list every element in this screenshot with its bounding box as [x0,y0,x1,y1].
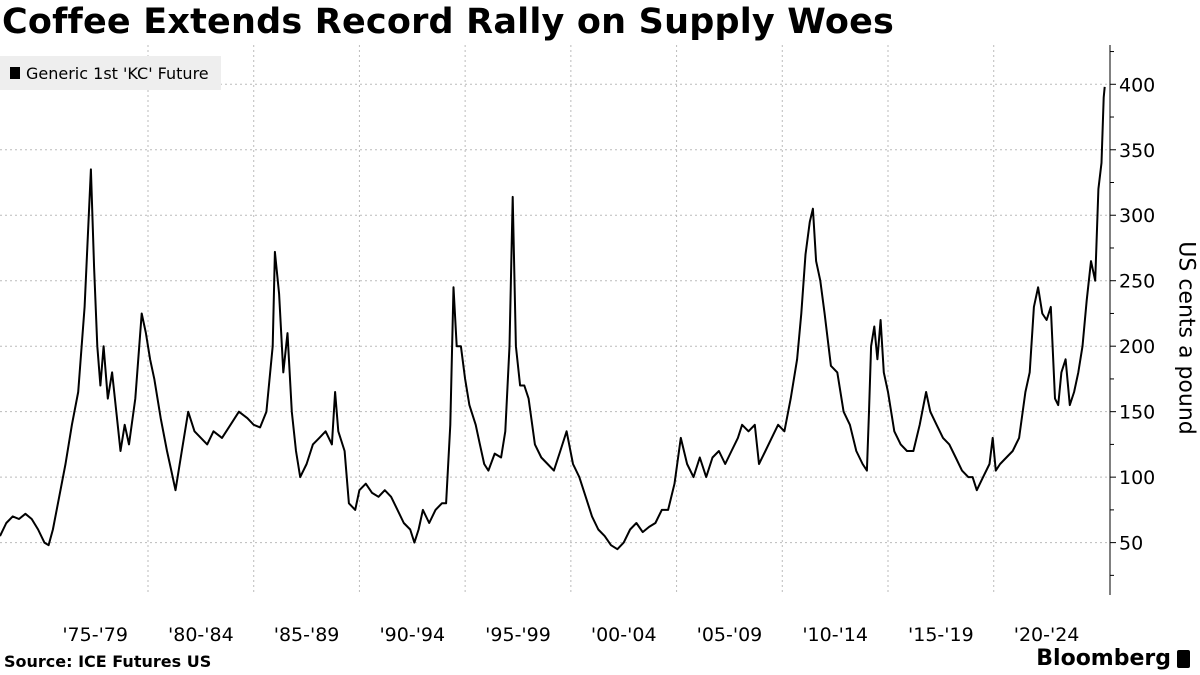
source-note: Source: ICE Futures US [4,652,212,671]
x-tick-label: '85-'89 [274,624,340,646]
x-tick-label: '95-'99 [485,624,551,646]
legend-label: Generic 1st 'KC' Future [26,63,209,83]
x-tick-label: '75-'79 [62,624,128,646]
legend-swatch [10,67,20,79]
grid-layer [0,45,1110,595]
y-tick-label: 250 [1119,271,1155,293]
y-tick-label: 50 [1119,533,1143,555]
y-tick-label: 200 [1119,336,1155,358]
x-tick-label: '90-'94 [379,624,445,646]
logo-text: Bloomberg [1036,646,1171,671]
y-axis-label: US cents a pound [1173,241,1199,435]
x-tick-label: '10-'14 [802,624,868,646]
legend: Generic 1st 'KC' Future [0,56,221,90]
x-tick-label: '05-'09 [697,624,763,646]
chart-title: Coffee Extends Record Rally on Supply Wo… [2,2,895,42]
y-tick-label: 300 [1119,205,1155,227]
x-tick-label: '15-'19 [908,624,974,646]
series-line [0,86,1106,551]
y-tick-label: 100 [1119,467,1155,489]
bloomberg-logo: Bloomberg [1036,646,1190,671]
y-tick-label: 350 [1119,140,1155,162]
series-layer [0,86,1106,551]
x-tick-label: '80-'84 [168,624,234,646]
y-tick-label: 400 [1119,74,1155,96]
x-tick-label: '20-'24 [1014,624,1080,646]
y-tick-label: 150 [1119,402,1155,424]
axis-layer: 50 100 150 200 250 300 350 400 '75-'79 '80-'84 '85… [62,45,1155,646]
logo-mark-icon [1177,649,1190,668]
x-tick-label: '00-'04 [591,624,657,646]
